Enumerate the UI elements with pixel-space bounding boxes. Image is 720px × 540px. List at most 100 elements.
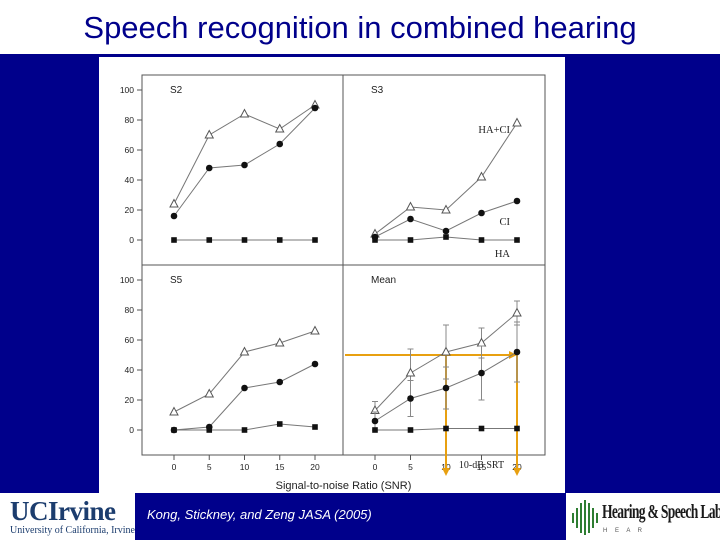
data-point-square — [206, 237, 213, 243]
panel-title: S3 — [371, 85, 384, 96]
x-tick-label: 0 — [172, 462, 177, 472]
data-point-triangle — [204, 129, 215, 139]
chart-figure: 0204060801000204060801000510152005101520… — [99, 57, 565, 493]
series-label: CI — [500, 217, 511, 228]
y-tick-label: 80 — [125, 115, 135, 125]
citation: Kong, Stickney, and Zeng JASA (2005) — [147, 507, 372, 522]
data-point-circle — [407, 395, 414, 402]
y-tick-label: 20 — [125, 205, 135, 215]
data-point-square — [171, 237, 177, 243]
series-line — [173, 330, 316, 413]
data-point-square — [407, 237, 414, 243]
series-line — [173, 104, 316, 205]
x-tick-label: 5 — [408, 462, 413, 472]
uci-logo-text: UCIrvine — [10, 496, 116, 526]
data-point-square — [478, 237, 485, 243]
x-tick-label: 20 — [310, 462, 320, 472]
data-point-square — [372, 427, 378, 433]
data-point-circle — [442, 384, 450, 392]
y-tick-label: 80 — [125, 305, 135, 315]
srt-arrowhead — [442, 468, 450, 476]
lab-logo-text: Hearing & Speech Lab — [602, 501, 720, 523]
lab-logo: Hearing & Speech Lab H E A R — [566, 493, 720, 540]
data-point-circle — [241, 384, 248, 392]
data-point-circle — [311, 360, 319, 368]
data-point-square — [312, 424, 318, 430]
data-point-circle — [311, 104, 319, 112]
data-point-triangle — [274, 337, 285, 347]
series-label: HA+CI — [478, 125, 510, 136]
data-point-circle — [513, 197, 521, 205]
data-point-circle — [478, 209, 485, 217]
data-point-square — [276, 237, 283, 243]
panel-title: S2 — [170, 85, 183, 96]
footer: UCIrvine University of California, Irvin… — [0, 493, 720, 540]
data-point-square — [171, 427, 177, 433]
data-point-square — [276, 421, 283, 427]
data-point-circle — [371, 417, 379, 425]
y-tick-label: 0 — [129, 235, 134, 245]
data-point-triangle — [239, 108, 250, 118]
data-point-square — [312, 237, 318, 243]
data-point-triangle — [239, 346, 250, 356]
data-point-circle — [170, 212, 178, 220]
data-point-triangle — [476, 337, 487, 347]
slide-title: Speech recognition in combined hearing — [83, 10, 637, 45]
chart-svg: 0204060801000204060801000510152005101520… — [120, 74, 546, 492]
data-point-triangle — [274, 123, 285, 133]
series-line — [374, 122, 518, 235]
panel-title: Mean — [371, 275, 396, 286]
data-point-triangle — [204, 388, 215, 398]
data-point-triangle — [441, 204, 451, 214]
y-tick-label: 100 — [120, 275, 134, 285]
data-point-triangle — [169, 198, 179, 208]
data-point-square — [443, 234, 449, 240]
data-point-circle — [478, 369, 485, 377]
panel-title: S5 — [170, 275, 183, 286]
lab-wave-icon — [572, 500, 598, 535]
data-point-triangle — [512, 117, 522, 127]
srt-arrowhead — [513, 468, 521, 476]
data-point-triangle — [310, 325, 320, 335]
y-tick-label: 100 — [120, 85, 134, 95]
data-point-circle — [205, 164, 213, 172]
data-point-square — [372, 237, 378, 243]
y-tick-label: 40 — [125, 175, 135, 185]
x-tick-label: 15 — [477, 462, 487, 472]
x-tick-label: 0 — [373, 462, 378, 472]
uci-logo: UCIrvine University of California, Irvin… — [0, 493, 135, 540]
data-point-circle — [513, 348, 521, 356]
data-point-triangle — [405, 201, 416, 211]
data-point-square — [514, 425, 520, 432]
srt-arrowhead — [509, 351, 517, 359]
data-point-circle — [276, 140, 284, 148]
data-point-triangle — [405, 367, 416, 377]
series-line — [173, 363, 316, 431]
data-point-triangle — [169, 406, 179, 416]
y-tick-label: 60 — [125, 335, 135, 345]
y-tick-label: 0 — [129, 425, 134, 435]
title-bar: Speech recognition in combined hearing — [0, 0, 720, 56]
data-point-square — [514, 237, 520, 243]
series-label: HA — [495, 249, 511, 260]
y-tick-label: 20 — [125, 395, 135, 405]
data-point-circle — [442, 227, 450, 235]
y-tick-label: 60 — [125, 145, 135, 155]
srt-label: 10-dB SRT — [459, 460, 504, 471]
data-point-triangle — [512, 307, 522, 317]
data-point-square — [478, 425, 485, 432]
data-point-square — [206, 427, 213, 433]
x-tick-label: 15 — [275, 462, 285, 472]
y-tick-label: 40 — [125, 365, 135, 375]
x-tick-label: 5 — [207, 462, 212, 472]
x-axis-label: Signal-to-noise Ratio (SNR) — [276, 480, 412, 492]
x-tick-label: 10 — [240, 462, 250, 472]
data-point-triangle — [441, 346, 451, 356]
data-point-square — [241, 237, 248, 243]
data-point-circle — [407, 215, 414, 223]
data-point-circle — [276, 378, 284, 386]
data-point-circle — [241, 161, 248, 169]
data-point-square — [241, 427, 248, 433]
uci-logo-subtext: University of California, Irvine — [10, 525, 135, 536]
data-point-square — [407, 427, 414, 433]
